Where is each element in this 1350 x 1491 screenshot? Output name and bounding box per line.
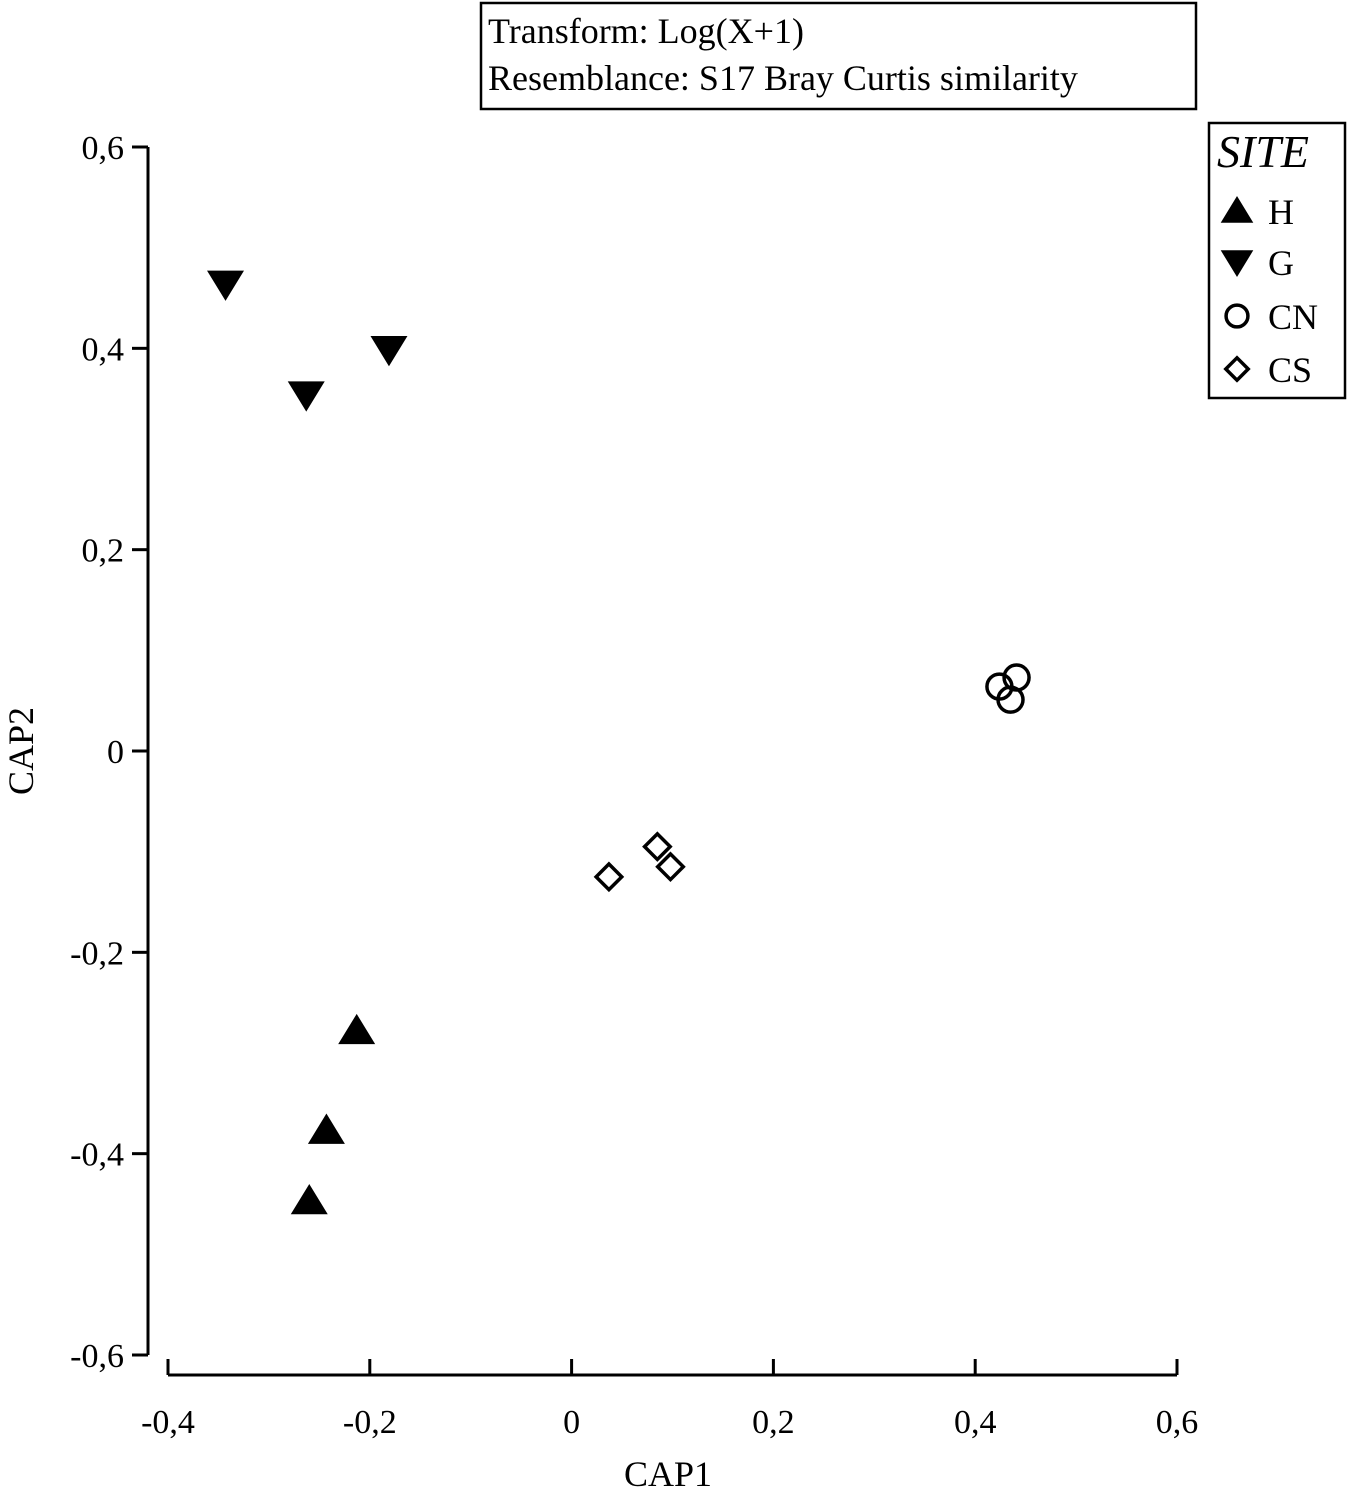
point-g [207,270,245,301]
point-h [307,1113,345,1144]
x-axis-title: CAP1 [624,1454,712,1491]
y-axis-title: CAP2 [1,707,41,795]
x-axis: -0,4 -0,2 0 0,2 0,4 0,6 [141,1359,1198,1441]
legend-marker-cn [1224,303,1250,329]
point-h [290,1184,328,1215]
y-axis: 0,6 0,4 0,2 0 -0,2 -0,4 -0,6 [70,130,150,1375]
legend-marker-cs [1223,355,1251,383]
y-tick-label: 0,2 [82,533,125,570]
legend: SITE HG CN CS [1207,121,1347,400]
y-tick-label: 0 [107,734,124,771]
point-g [370,336,408,367]
scatter-points [207,270,1031,1215]
x-tick-label: 0,4 [954,1404,997,1441]
x-axis-ticks: -0,4 -0,2 0 0,2 0,4 0,6 [141,1359,1198,1441]
point-h [338,1013,376,1045]
legend-label-g: G [1268,243,1294,283]
x-tick-label: -0,2 [343,1404,397,1441]
y-tick-label: -0,6 [70,1338,124,1375]
x-tick-label: 0 [563,1404,580,1441]
y-tick-label: 0,4 [82,331,125,368]
info-box: Transform: Log(X+1) Resemblance: S17 Bra… [479,1,1198,111]
legend-marker-g [1220,250,1254,277]
legend-frame [1207,121,1347,400]
y-tick-label: 0,6 [82,130,125,167]
point-cs [655,851,686,883]
transform-label: Transform: Log(X+1) [488,11,804,51]
legend-label-cs: CS [1268,350,1312,390]
x-tick-label: 0,2 [752,1404,795,1441]
legend-label-cn: CN [1268,297,1318,337]
legend-items: HG CN CS [1220,192,1318,390]
legend-marker-h [1220,196,1254,223]
y-tick-label: -0,2 [70,935,124,972]
point-g [287,381,325,412]
resemblance-label: Resemblance: S17 Bray Curtis similarity [488,58,1078,98]
y-axis-ticks: 0,6 0,4 0,2 0 -0,2 -0,4 -0,6 [70,130,148,1375]
x-tick-label: -0,4 [141,1404,195,1441]
legend-label-h: H [1268,192,1294,232]
info-box-frame [479,1,1198,111]
legend-title: SITE [1217,126,1309,177]
x-tick-label: 0,6 [1156,1404,1199,1441]
point-cn [996,685,1025,714]
y-tick-label: -0,4 [70,1137,124,1174]
point-cs [642,831,673,862]
point-cs [593,861,625,893]
